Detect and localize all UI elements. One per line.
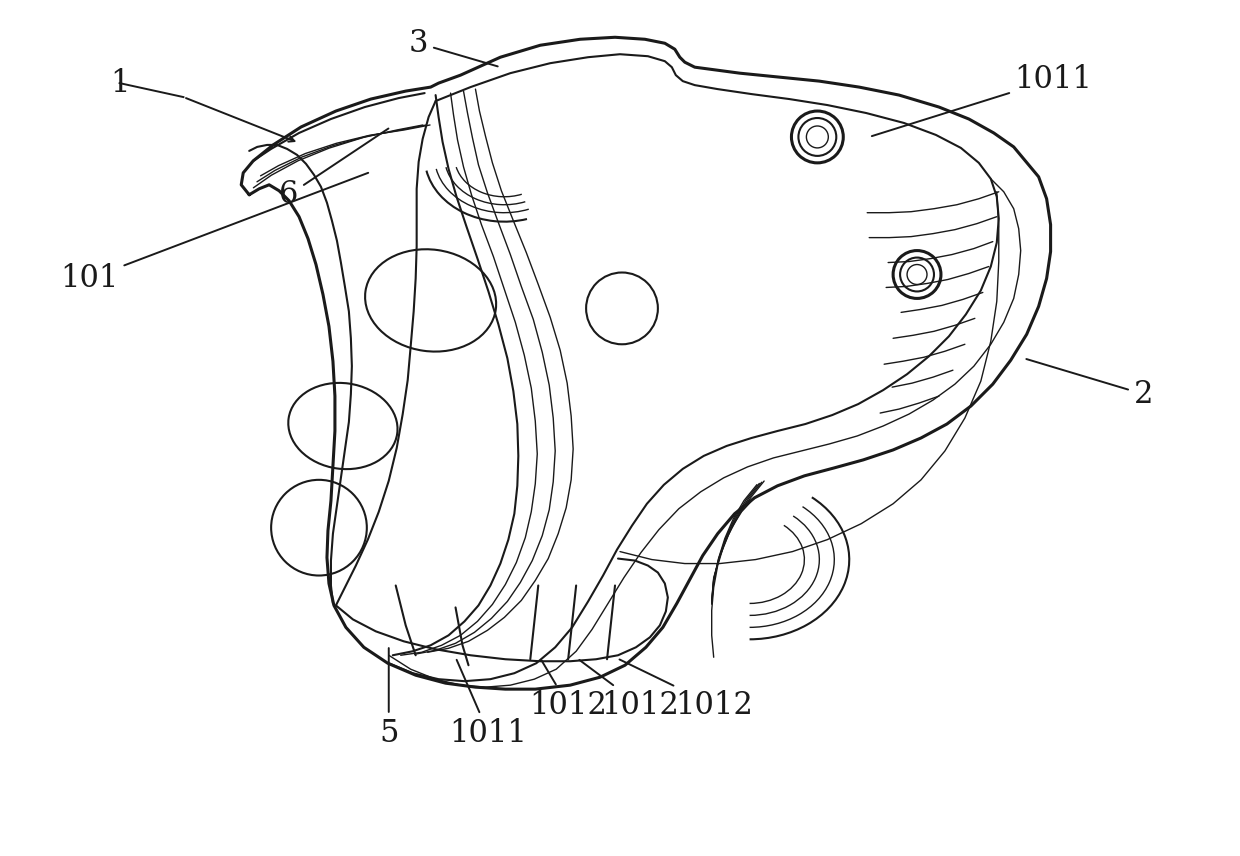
Text: 1011: 1011: [449, 660, 527, 748]
Text: 6: 6: [279, 128, 388, 211]
Text: 1012: 1012: [579, 660, 678, 721]
Text: 5: 5: [379, 648, 398, 748]
Text: 3: 3: [409, 27, 497, 67]
Text: 1: 1: [110, 68, 129, 98]
Text: 2: 2: [1027, 359, 1153, 410]
Text: 101: 101: [61, 173, 368, 294]
Text: 1011: 1011: [872, 63, 1092, 136]
Text: 1012: 1012: [529, 661, 608, 721]
Text: 1012: 1012: [620, 659, 753, 721]
